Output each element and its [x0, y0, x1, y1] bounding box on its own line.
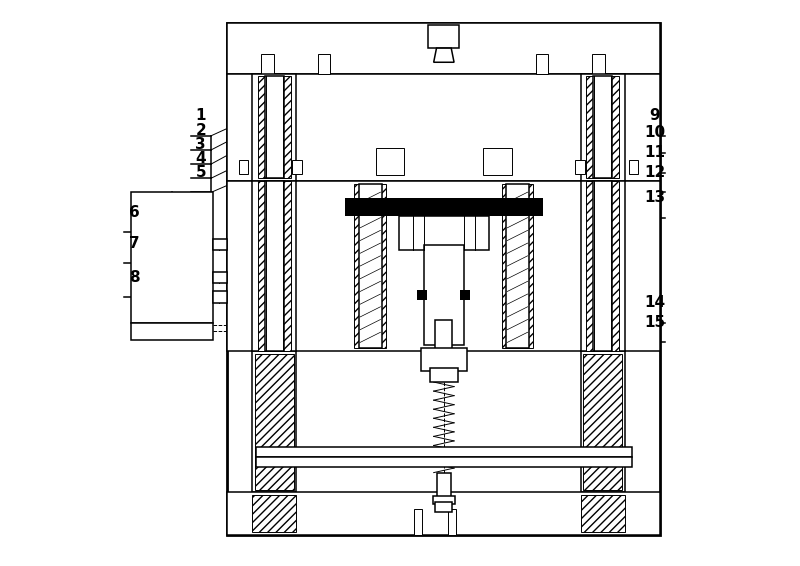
Bar [581, 495, 625, 532]
Bar [227, 492, 660, 535]
Bar [428, 25, 459, 48]
Text: 11: 11 [644, 145, 665, 160]
Bar [262, 54, 274, 74]
Bar [398, 216, 489, 250]
Bar [345, 198, 543, 216]
Bar [252, 74, 297, 181]
Bar [483, 148, 512, 175]
Bar [318, 54, 330, 74]
Bar [575, 160, 585, 174]
Bar [583, 354, 622, 490]
Polygon shape [434, 48, 454, 62]
Bar [502, 184, 534, 348]
Text: 7: 7 [129, 235, 139, 251]
Bar [227, 74, 660, 181]
Bar [437, 473, 450, 498]
Text: 1: 1 [195, 108, 206, 123]
Text: 2: 2 [195, 122, 206, 138]
Bar [422, 348, 466, 371]
Text: 5: 5 [195, 165, 206, 180]
Bar [448, 509, 456, 535]
Bar [424, 245, 464, 345]
Bar [536, 54, 548, 74]
Bar [265, 181, 284, 351]
Bar [506, 184, 529, 348]
Text: 10: 10 [644, 125, 666, 140]
Bar [376, 148, 404, 175]
Bar [131, 192, 214, 323]
Text: 13: 13 [644, 190, 666, 205]
Bar [252, 495, 297, 532]
Bar [586, 181, 619, 351]
Bar [414, 509, 422, 535]
Bar [252, 181, 297, 351]
Bar [460, 290, 470, 300]
Bar [581, 351, 625, 492]
Text: 4: 4 [195, 151, 206, 166]
Text: 9: 9 [650, 108, 660, 123]
Bar [131, 323, 214, 340]
Bar [586, 76, 619, 178]
Bar [227, 181, 660, 351]
Bar [227, 23, 660, 74]
Bar [593, 76, 612, 178]
Bar [238, 160, 248, 174]
Bar [593, 181, 612, 351]
Bar [214, 291, 227, 303]
Text: 14: 14 [644, 295, 666, 310]
Bar [359, 184, 382, 348]
Bar [256, 447, 632, 457]
Bar [293, 160, 302, 174]
Text: 8: 8 [129, 269, 139, 285]
Text: 15: 15 [644, 315, 666, 330]
Bar [354, 184, 386, 348]
Bar [255, 354, 294, 490]
Bar [256, 457, 632, 467]
Bar [435, 320, 452, 351]
Bar [258, 181, 290, 351]
Bar [417, 290, 427, 300]
Text: 12: 12 [644, 165, 666, 180]
Text: 3: 3 [195, 136, 206, 152]
Bar [214, 239, 227, 250]
Bar [258, 76, 290, 178]
Bar [435, 502, 452, 512]
Bar [265, 76, 284, 178]
Bar [227, 23, 660, 535]
Bar [214, 272, 227, 283]
Bar [430, 368, 458, 382]
Text: 6: 6 [129, 204, 139, 220]
Bar [433, 496, 455, 504]
Bar [581, 74, 625, 181]
Bar [630, 160, 638, 174]
Bar [252, 351, 297, 492]
Bar [593, 54, 605, 74]
Bar [581, 181, 625, 351]
